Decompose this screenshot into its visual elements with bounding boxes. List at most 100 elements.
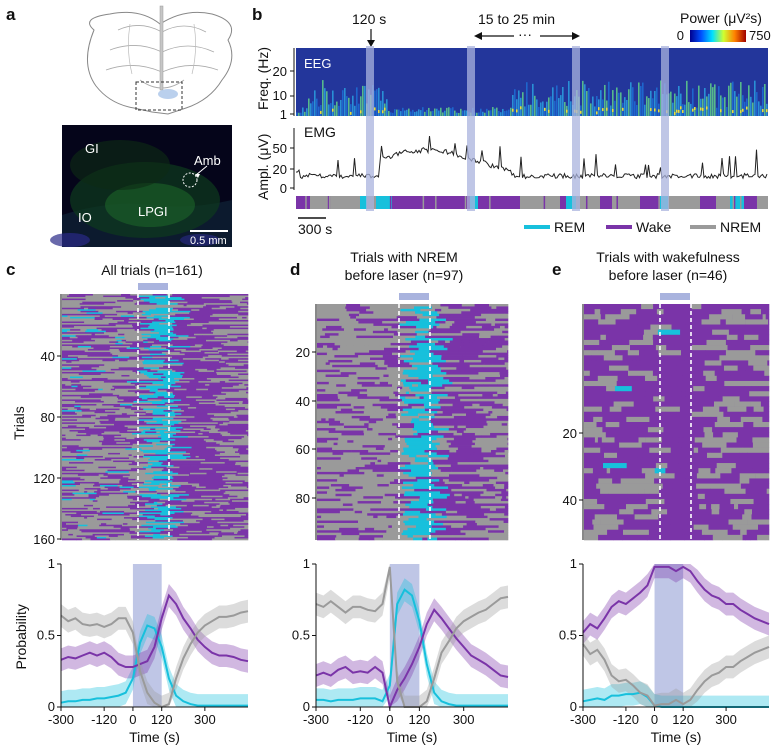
raster-segment <box>204 352 213 354</box>
spectro-column <box>570 101 572 116</box>
raster-segment <box>659 488 668 495</box>
raster-segment <box>419 501 434 504</box>
raster-segment <box>392 352 416 356</box>
raster-segment <box>435 513 443 516</box>
raster-segment <box>114 462 133 464</box>
raster-segment <box>768 319 770 325</box>
raster-segment <box>100 387 115 390</box>
raster-segment <box>461 420 487 424</box>
raster-segment <box>167 452 191 455</box>
raster-segment <box>96 384 116 386</box>
raster-segment <box>433 462 458 465</box>
raster-segment <box>118 333 125 336</box>
raster-segment <box>372 330 398 334</box>
raster-segment <box>142 414 166 417</box>
raster-segment <box>490 335 499 339</box>
raster-segment <box>62 474 72 477</box>
raster-segment <box>317 505 329 509</box>
raster-segment <box>168 345 191 348</box>
raster-segment <box>62 330 68 333</box>
spectro-column <box>518 90 520 116</box>
raster-segment <box>442 389 464 392</box>
raster-segment <box>232 468 249 471</box>
raster-segment <box>498 425 509 429</box>
raster-segment <box>317 491 328 495</box>
raster-segment <box>600 334 607 341</box>
raster-segment <box>240 455 249 458</box>
raster-segment <box>621 427 638 433</box>
raster-segment <box>688 355 712 361</box>
raster-segment <box>590 350 598 356</box>
raster-segment <box>91 300 106 302</box>
raster-segment <box>458 435 475 439</box>
raster-segment <box>336 435 347 439</box>
raster-segment <box>680 427 694 433</box>
raster-segment <box>317 357 333 361</box>
annotation-120s: 120 s <box>352 11 386 47</box>
raster-segment <box>132 342 152 345</box>
raster-segment <box>396 432 414 436</box>
raster-segment <box>152 411 158 414</box>
spectro-column <box>388 110 390 116</box>
raster-segment <box>464 481 470 485</box>
raster-segment <box>91 429 105 432</box>
raster-segment <box>218 300 232 302</box>
raster-segment <box>332 347 338 351</box>
raster-segment <box>683 309 709 315</box>
raster-segment <box>343 442 351 446</box>
raster-segment <box>736 437 753 443</box>
raster-segment <box>353 508 371 512</box>
raster-segment <box>129 410 154 412</box>
raster-segment <box>110 533 125 536</box>
raster-segment <box>192 504 209 507</box>
raster-segment <box>191 309 200 312</box>
raster-segment <box>424 367 429 370</box>
raster-segment <box>244 436 249 438</box>
raster-segment <box>405 464 422 468</box>
raster-segment <box>678 437 684 443</box>
raster-segment <box>739 478 750 484</box>
raster-segment <box>367 428 373 431</box>
raster-segment <box>491 440 509 443</box>
raster-segment <box>62 303 80 305</box>
raster-segment <box>491 442 508 446</box>
raster-segment <box>690 432 705 438</box>
raster-segment <box>219 298 243 301</box>
raster-segment <box>622 360 633 366</box>
raster-segment <box>720 498 731 505</box>
raster-segment <box>194 294 205 296</box>
raster-segment <box>386 520 390 524</box>
raster-segment <box>362 486 386 490</box>
raster-segment <box>207 526 214 529</box>
raster-segment <box>124 376 130 379</box>
spectro-column <box>568 81 570 116</box>
raster-segment <box>83 391 105 394</box>
spectro-column <box>408 108 410 116</box>
raster-segment <box>62 437 67 440</box>
raster-segment <box>230 411 249 414</box>
raster-segment <box>206 446 217 449</box>
raster-segment <box>469 364 484 368</box>
raster-segment <box>681 442 703 448</box>
raster-segment <box>468 306 480 310</box>
raster-segment <box>664 339 688 346</box>
raster-segment <box>231 484 249 487</box>
raster-segment <box>233 358 243 360</box>
raster-segment <box>438 330 461 334</box>
raster-segment <box>149 378 159 380</box>
raster-segment <box>242 358 246 360</box>
raster-segment <box>494 503 509 507</box>
raster-segment <box>325 462 351 465</box>
raster-segment <box>666 319 686 325</box>
raster-segment <box>110 407 114 409</box>
raster-segment <box>384 486 403 490</box>
raster-segment <box>83 379 106 382</box>
raster-segment <box>62 509 73 512</box>
raster-segment <box>125 420 145 423</box>
raster-segment <box>368 423 384 426</box>
raster-segment <box>62 345 73 348</box>
raster-segment <box>62 294 70 296</box>
raster-segment <box>236 471 249 474</box>
raster-segment <box>192 419 209 422</box>
raster-segment <box>629 314 652 320</box>
